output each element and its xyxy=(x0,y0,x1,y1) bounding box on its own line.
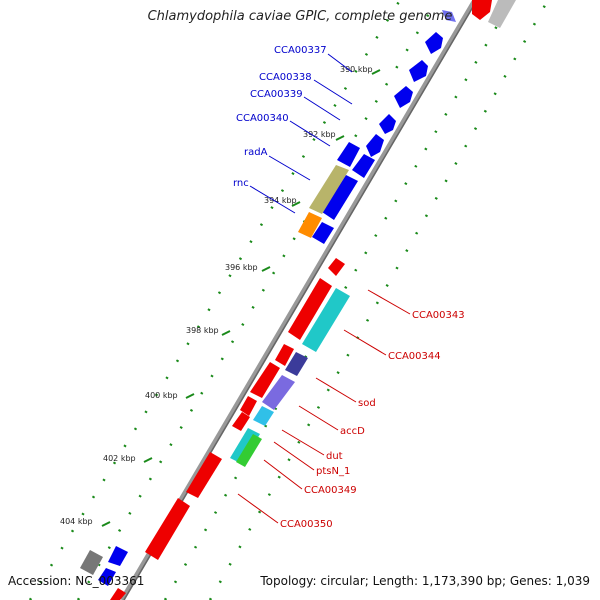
gene-CCA00338[interactable] xyxy=(409,60,428,82)
tick-label-402: 402 kbp xyxy=(103,454,136,463)
tick-label-400: 400 kbp xyxy=(145,391,178,400)
left-leader-lines xyxy=(249,53,353,214)
gene-radA-b[interactable] xyxy=(352,154,375,178)
gene-olive-block[interactable] xyxy=(309,165,349,214)
gene-label-CCA00343[interactable]: CCA00343 xyxy=(412,310,465,321)
gene-orange-block[interactable] xyxy=(298,212,322,238)
gene-partial-bottom-red[interactable] xyxy=(110,588,126,600)
gene-label-ptsN_1[interactable]: ptsN_1 xyxy=(316,466,350,477)
gene-partial-top-red[interactable] xyxy=(472,0,492,20)
gene-CCA00349[interactable] xyxy=(186,452,222,498)
tick-marks xyxy=(101,69,381,527)
tick-label-396: 396 kbp xyxy=(225,263,258,272)
gene-label-CCA00339[interactable]: CCA00339 xyxy=(250,89,303,100)
genome-summary-text: Topology: circular; Length: 1,173,390 bp… xyxy=(260,574,590,588)
gene-CCA00340[interactable] xyxy=(379,114,396,134)
forward-genes xyxy=(312,32,443,244)
gene-label-CCA00350[interactable]: CCA00350 xyxy=(280,519,333,530)
gene-cyan-block-large[interactable] xyxy=(302,288,350,352)
gene-blue-bottom-2[interactable] xyxy=(98,568,116,586)
gene-label-CCA00337[interactable]: CCA00337 xyxy=(274,45,327,56)
tick-label-394: 394 kbp xyxy=(264,196,297,205)
gene-partial-top-blue[interactable] xyxy=(442,10,456,22)
gene-label-dut[interactable]: dut xyxy=(326,451,343,462)
map-title: Chlamydophila caviae GPIC, complete geno… xyxy=(147,9,453,24)
gene-label-CCA00344[interactable]: CCA00344 xyxy=(388,351,441,362)
gene-CCA00337[interactable] xyxy=(425,32,443,54)
tick-label-392: 392 kbp xyxy=(303,130,336,139)
gene-ptsN_1[interactable] xyxy=(232,412,250,431)
tick-label-390: 390 kbp xyxy=(340,65,373,74)
gene-CCA00343[interactable] xyxy=(328,258,345,276)
gene-CCA00339[interactable] xyxy=(394,86,413,108)
gene-accD[interactable] xyxy=(250,362,280,398)
right-leader-lines xyxy=(237,289,411,524)
gene-rnc-b[interactable] xyxy=(312,222,334,244)
gene-green-block[interactable] xyxy=(236,434,262,467)
gene-gray-block[interactable] xyxy=(80,550,103,575)
gene-purple-block[interactable] xyxy=(262,375,295,410)
tick-label-404: 404 kbp xyxy=(60,517,93,526)
gene-label-rnc[interactable]: rnc xyxy=(233,178,249,189)
gene-label-accD[interactable]: accD xyxy=(340,426,365,437)
tick-label-398: 398 kbp xyxy=(186,326,219,335)
gene-cyan-block-small[interactable] xyxy=(253,406,274,426)
gene-CCA00344[interactable] xyxy=(288,278,332,340)
gene-blue-bottom-1[interactable] xyxy=(108,546,128,566)
gene-dut[interactable] xyxy=(240,396,257,416)
gene-CCA00350[interactable] xyxy=(145,498,190,560)
gene-radA[interactable] xyxy=(337,142,360,167)
gene-CCA00340b[interactable] xyxy=(366,134,384,157)
gene-label-CCA00338[interactable]: CCA00338 xyxy=(259,72,312,83)
gene-rnc[interactable] xyxy=(322,175,358,220)
gene-label-CCA00349[interactable]: CCA00349 xyxy=(304,485,357,496)
gene-label-sod[interactable]: sod xyxy=(358,398,376,409)
gene-label-radA[interactable]: radA xyxy=(244,147,268,158)
reverse-genes xyxy=(110,258,345,600)
gene-darkblue-block[interactable] xyxy=(285,352,308,376)
gene-label-CCA00340[interactable]: CCA00340 xyxy=(236,113,289,124)
gene-sod[interactable] xyxy=(275,344,294,366)
accession-text: Accession: NC_003361 xyxy=(8,574,145,588)
gene-partial-top-gray[interactable] xyxy=(488,0,516,28)
